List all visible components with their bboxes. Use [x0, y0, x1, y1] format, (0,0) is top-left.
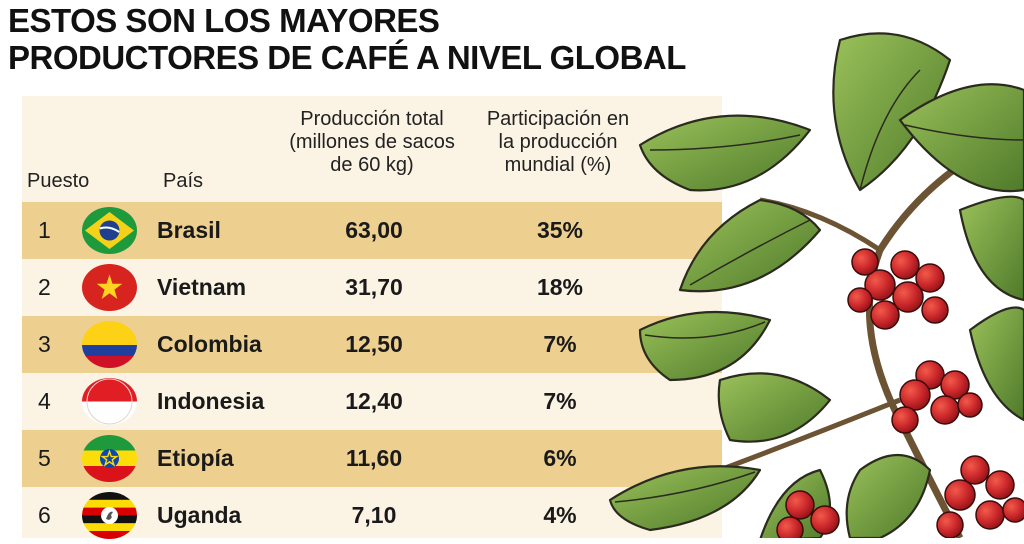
- table-row: 1 Brasil 63,00 35%: [22, 202, 722, 259]
- header-production-line-3: de 60 kg): [330, 154, 414, 176]
- production-cell: 7,10: [351, 502, 397, 528]
- indonesia-flag-icon: [82, 378, 137, 425]
- page-title: ESTOS SON LOS MAYORES PRODUCTORES DE CAF…: [8, 2, 686, 76]
- rank-cell: 3: [38, 331, 51, 357]
- country-cell: Uganda: [157, 502, 242, 528]
- production-cell: 11,60: [345, 445, 403, 471]
- production-cell: 12,40: [345, 388, 403, 414]
- header-country: País: [163, 170, 204, 192]
- rank-cell: 1: [38, 217, 51, 243]
- country-cell: Vietnam: [157, 274, 247, 300]
- brazil-flag-icon: [82, 207, 137, 254]
- header-production-line-2: (millones de sacos: [289, 131, 455, 153]
- coffee-plant-illustration: [608, 32, 1024, 538]
- country-cell: Etiopía: [157, 445, 234, 471]
- ethiopia-flag-icon: [82, 435, 137, 482]
- share-cell: 18%: [536, 274, 584, 300]
- share-cell: 7%: [543, 388, 577, 414]
- share-cell: 7%: [543, 331, 577, 357]
- production-cell: 63,00: [345, 217, 403, 243]
- header-share-line-2: la producción: [498, 131, 618, 153]
- rank-cell: 6: [38, 502, 51, 528]
- rank-cell: 4: [38, 388, 51, 414]
- production-cell: 31,70: [345, 274, 403, 300]
- table-row: 5 Etiopía 11,60 6%: [22, 430, 722, 487]
- table-row: 3 Colombia 12,50 7%: [22, 316, 722, 373]
- title-line-2: PRODUCTORES DE CAFÉ A NIVEL GLOBAL: [8, 39, 686, 76]
- vietnam-flag-icon: [82, 264, 137, 311]
- country-cell: Colombia: [157, 331, 262, 357]
- header-production-line-1: Producción total: [300, 108, 444, 130]
- header-share-line-3: mundial (%): [504, 154, 612, 176]
- production-cell: 12,50: [345, 331, 403, 357]
- country-cell: Brasil: [157, 217, 221, 243]
- header-share-line-1: Participación en: [486, 108, 630, 130]
- share-cell: 35%: [536, 217, 584, 243]
- colombia-flag-icon: [82, 321, 137, 368]
- uganda-flag-icon: [82, 492, 137, 539]
- share-cell: 4%: [543, 502, 577, 528]
- header-production: Producción total (millones de sacos de 6…: [282, 108, 462, 177]
- table-row: 4 Indonesia 12,40 7%: [22, 373, 722, 430]
- share-cell: 6%: [543, 445, 577, 471]
- table-row: 6 Uganda 7,10 4%: [22, 487, 722, 539]
- rank-cell: 5: [38, 445, 51, 471]
- table-row: 2 Vietnam 31,70 18%: [22, 259, 722, 316]
- country-cell: Indonesia: [157, 388, 265, 414]
- header-share: Participación en la producción mundial (…: [468, 108, 648, 177]
- rank-cell: 2: [38, 274, 51, 300]
- title-line-1: ESTOS SON LOS MAYORES: [8, 2, 440, 39]
- header-rank: Puesto: [27, 170, 90, 192]
